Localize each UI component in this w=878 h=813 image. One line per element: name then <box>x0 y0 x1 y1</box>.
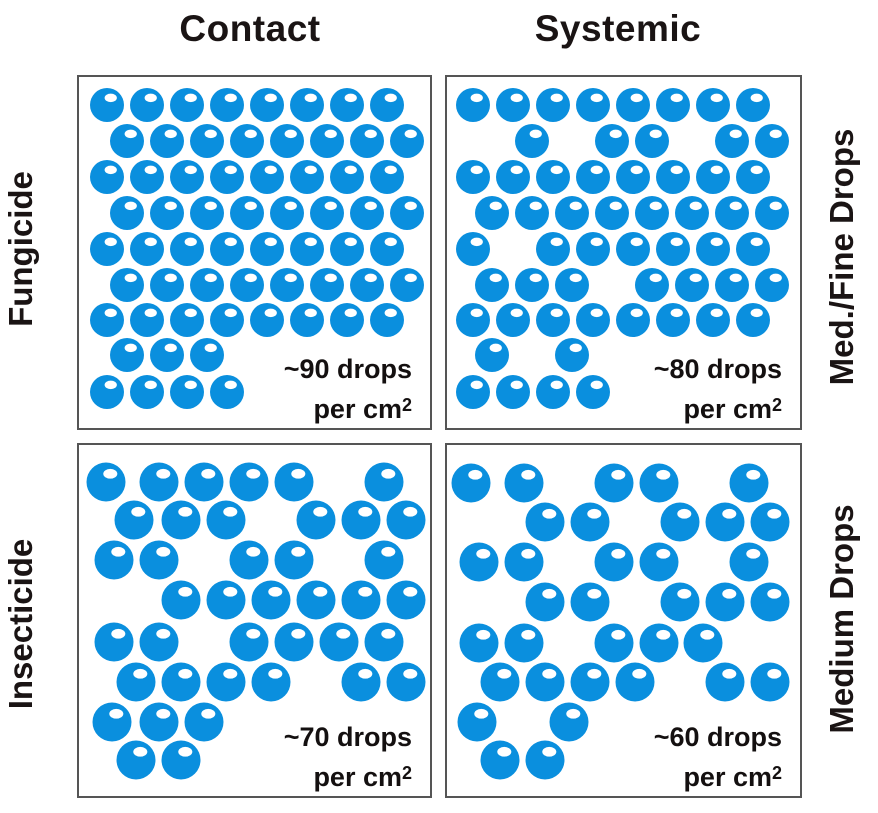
drop-count-text: ~60 drops <box>653 722 782 752</box>
panel-fungicide-contact: ~90 drops per cm2 <box>77 75 432 430</box>
drop-unit-text: per cm2 <box>313 394 412 424</box>
drop-count-text: ~70 drops <box>283 722 412 752</box>
drop-count-text: ~80 drops <box>653 354 782 384</box>
drop-count-label: ~90 drops per cm2 <box>284 349 412 429</box>
row-label-medium-drops: Medium Drops <box>823 504 860 734</box>
row-label-insecticide: Insecticide <box>2 538 39 710</box>
row-label-med-fine-drops: Med./Fine Drops <box>823 128 860 386</box>
drop-unit-text: per cm2 <box>313 762 412 792</box>
panel-fungicide-systemic: ~80 drops per cm2 <box>445 75 802 430</box>
drop-unit-text: per cm2 <box>683 394 782 424</box>
column-header-contact: Contact <box>179 8 321 49</box>
column-header-systemic: Systemic <box>534 8 702 49</box>
panel-insecticide-systemic: ~60 drops per cm2 <box>445 443 802 798</box>
drop-count-label: ~60 drops per cm2 <box>654 717 782 797</box>
panel-insecticide-contact: ~70 drops per cm2 <box>77 443 432 798</box>
drop-count-label: ~80 drops per cm2 <box>654 349 782 429</box>
drop-unit-text: per cm2 <box>683 762 782 792</box>
drop-count-text: ~90 drops <box>283 354 412 384</box>
row-label-fungicide: Fungicide <box>2 171 39 327</box>
drop-count-label: ~70 drops per cm2 <box>284 717 412 797</box>
